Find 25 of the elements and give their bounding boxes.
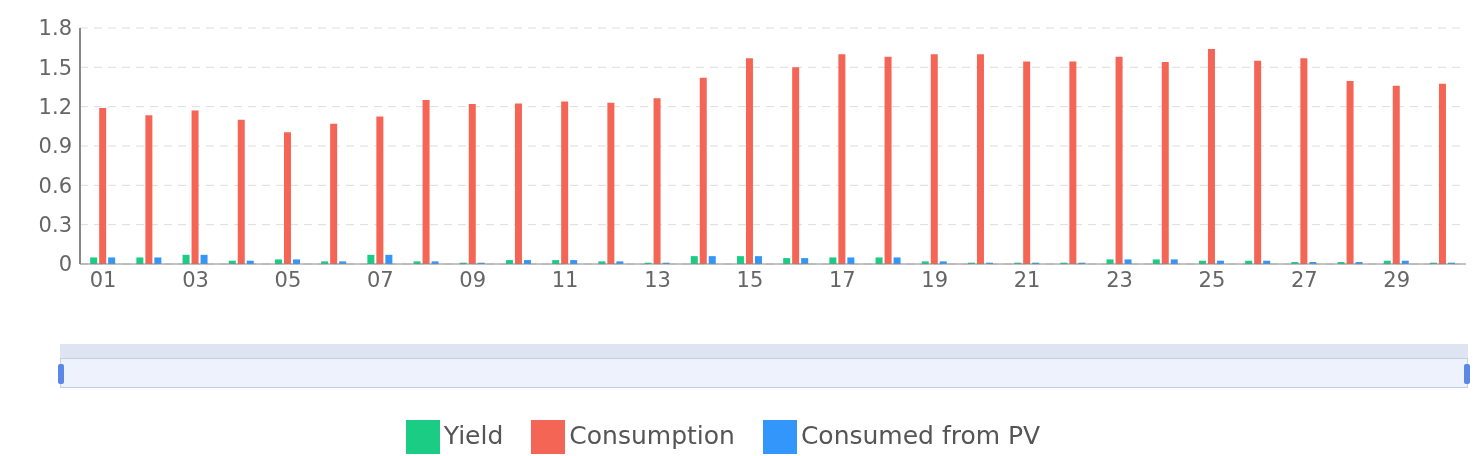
x-tick-label: 17 <box>828 267 856 292</box>
y-tick-label: 1.8 <box>38 16 72 41</box>
legend-label: Consumption <box>569 421 735 450</box>
y-tick-label: 1.5 <box>38 55 72 80</box>
x-tick-label: 29 <box>1383 267 1411 292</box>
x-tick-label: 01 <box>89 267 117 292</box>
x-tick-label: 09 <box>459 267 487 292</box>
y-tick-label: 0.6 <box>38 173 72 198</box>
x-tick-label: 03 <box>182 267 209 292</box>
x-tick-label: 07 <box>366 267 394 292</box>
y-tick-label: 0.3 <box>38 213 72 238</box>
y-tick-label: 0.9 <box>38 134 72 159</box>
x-tick-label: 25 <box>1198 267 1226 292</box>
legend-label: Yield <box>443 421 504 450</box>
y-tick-label: 1.2 <box>38 95 72 120</box>
x-tick-label: 13 <box>644 267 671 292</box>
legend-label: Consumed from PV <box>800 421 1041 450</box>
x-tick-label: 27 <box>1290 267 1318 292</box>
x-tick-label: 23 <box>1106 267 1133 292</box>
x-tick-label: 11 <box>551 267 579 292</box>
x-tick-label: 05 <box>274 267 302 292</box>
x-tick-label: 19 <box>921 267 949 292</box>
x-tick-label: 21 <box>1013 267 1041 292</box>
x-tick-label: 15 <box>736 267 764 292</box>
y-tick-label: 0 <box>58 252 72 277</box>
